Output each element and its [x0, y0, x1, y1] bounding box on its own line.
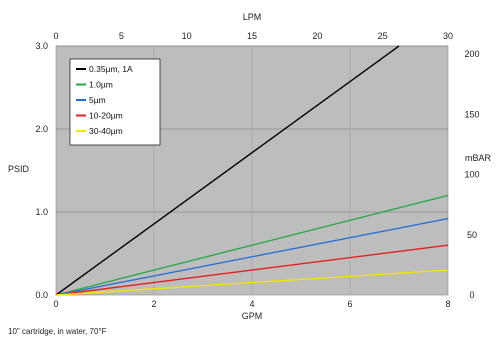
right-axis-title: mBAR — [465, 153, 492, 163]
legend-label: 0.35µm, 1A — [89, 64, 133, 74]
x-axis-title: GPM — [242, 311, 263, 321]
legend: 0.35µm, 1A 1.0µm 5µm 10-20µm 30-40µm — [69, 58, 161, 146]
series-line — [55, 269, 449, 296]
tick-labels: 0 2 4 6 8 0 5 10 15 20 25 30 0.0 1.0 2.0 3.0 0 50 100 150 20… — [35, 31, 479, 309]
top-tick-label: 0 — [53, 31, 58, 41]
y-tick-label: 0.0 — [35, 290, 48, 300]
x-tick-label: 2 — [151, 299, 156, 309]
series-lines — [55, 45, 449, 296]
x-tick-label: 6 — [347, 299, 352, 309]
right-tick-label: 200 — [464, 49, 479, 59]
top-tick-label: 5 — [119, 31, 124, 41]
series-line — [55, 217, 449, 296]
legend-label: 1.0µm — [89, 80, 113, 90]
legend-label: 5µm — [89, 95, 106, 105]
y-axis-title: PSID — [8, 164, 30, 174]
series-line — [55, 45, 400, 296]
series-line — [55, 244, 449, 296]
right-tick-label: 100 — [464, 170, 479, 180]
legend-label: 10-20µm — [89, 111, 123, 121]
top-tick-label: 20 — [312, 31, 322, 41]
x-tick-label: 8 — [445, 299, 450, 309]
right-tick-label: 0 — [469, 290, 474, 300]
x-tick-label: 0 — [53, 299, 58, 309]
right-tick-label: 150 — [464, 109, 479, 119]
series-line — [55, 194, 449, 296]
top-tick-label: 30 — [443, 31, 453, 41]
top-axis-title: LPM — [243, 12, 262, 22]
legend-label: 30-40µm — [89, 126, 123, 136]
top-tick-label: 25 — [378, 31, 388, 41]
y-tick-label: 1.0 — [35, 207, 48, 217]
top-tick-label: 15 — [247, 31, 257, 41]
chart-footnote: 10" cartridge, in water, 70°F — [8, 327, 107, 336]
top-tick-label: 10 — [182, 31, 192, 41]
y-tick-label: 2.0 — [35, 124, 48, 134]
y-tick-label: 3.0 — [35, 41, 48, 51]
x-tick-label: 4 — [249, 299, 254, 309]
right-tick-label: 50 — [467, 230, 477, 240]
